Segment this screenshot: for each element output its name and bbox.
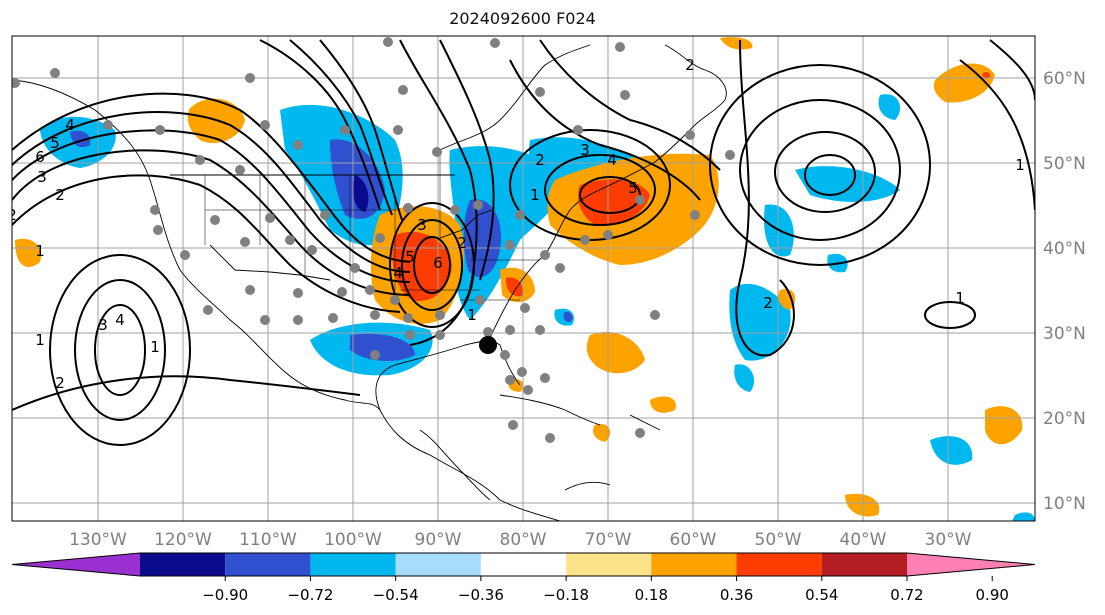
latitude-label: 20°N [1043, 409, 1086, 429]
colorbar-tick-label: −0.90 [202, 586, 248, 604]
colorbar-tick-label: −0.36 [458, 586, 504, 604]
contour-label: 5 [405, 248, 415, 266]
contour-label: 2 [685, 56, 695, 74]
colorbar-swatch [480, 553, 567, 576]
contour-label: 6 [35, 148, 45, 166]
colorbar-swatch [736, 553, 822, 576]
colorbar-tick-label: −0.72 [287, 586, 333, 604]
contour-label: 3 [37, 168, 47, 186]
contour-label: 2 [763, 294, 773, 312]
longitude-label: 40°W [840, 530, 887, 550]
latitude-label: 60°N [1043, 69, 1086, 89]
contour-label: 5 [628, 179, 638, 197]
coastlines [12, 44, 727, 521]
colorbar: −0.90 −0.72 −0.54 −0.36 −0.18 0.18 0.36 0.54 0.7… [11, 552, 1036, 604]
current-location-marker [479, 336, 497, 354]
longitude-label: 100°W [324, 530, 382, 550]
colorbar-tick-label: 0.72 [890, 586, 923, 604]
contour-lines [12, 39, 1035, 446]
longitude-label: 60°W [670, 530, 717, 550]
contour-label: 1 [467, 306, 477, 324]
colorbar-tick-label: 0.90 [976, 586, 1009, 604]
colorbar-tick-label: 0.36 [720, 586, 753, 604]
longitude-label: 120°W [154, 530, 212, 550]
colorbar-swatch [140, 553, 226, 576]
colorbar-swatch [310, 553, 396, 576]
longitude-label: 70°W [585, 530, 632, 550]
contour-label: 2 [535, 151, 545, 169]
contour-label: 2 [7, 206, 17, 224]
latitude-label: 10°N [1043, 494, 1086, 514]
contour-label: 6 [433, 254, 443, 272]
contour-label: 1 [1015, 156, 1025, 174]
contour-label: 3 [580, 141, 590, 159]
contour-label: 4 [393, 264, 403, 282]
graticule [12, 36, 1035, 521]
colorbar-tick-label: 0.18 [635, 586, 668, 604]
longitude-label: 80°W [500, 530, 547, 550]
colorbar-swatch [395, 553, 481, 576]
colorbar-tick-label: 0.54 [805, 586, 838, 604]
latitude-labels: 60°N 50°N 40°N 30°N 20°N 10°N [1043, 69, 1086, 514]
negative-anomaly-shading [40, 94, 1035, 521]
longitude-label: 50°W [755, 530, 802, 550]
contour-label: 2 [457, 234, 467, 252]
contour-label: 3 [417, 216, 427, 234]
contour-label: 4 [607, 151, 617, 169]
longitude-label: 130°W [69, 530, 127, 550]
colorbar-swatch [821, 553, 907, 576]
station-markers [12, 37, 735, 443]
contour-label: 4 [65, 116, 75, 134]
contour-label: 1 [955, 289, 965, 307]
map-border [11, 35, 1036, 522]
contour-label: 1 [150, 338, 160, 356]
longitude-label: 110°W [239, 530, 297, 550]
latitude-label: 30°N [1043, 324, 1086, 344]
contour-label: 1 [530, 186, 540, 204]
colorbar-swatch [225, 553, 311, 576]
colorbar-tick-label: −0.18 [543, 586, 589, 604]
colorbar-swatch [566, 553, 652, 576]
latitude-label: 50°N [1043, 154, 1086, 174]
map-title: 2024092600 F024 [449, 9, 596, 28]
contour-label: 5 [50, 134, 60, 152]
colorbar-swatch [651, 553, 737, 576]
longitude-label: 90°W [415, 530, 462, 550]
contour-label: 3 [98, 316, 108, 334]
colorbar-outline [11, 552, 1036, 577]
contour-label: 1 [35, 331, 45, 349]
contour-label: 1 [35, 242, 45, 260]
colorbar-tick-label: −0.54 [373, 586, 419, 604]
colorbar-min-extension [12, 553, 140, 576]
contour-label: 4 [115, 311, 125, 329]
longitude-label: 30°W [925, 530, 972, 550]
contour-label: 2 [55, 374, 65, 392]
latitude-label: 40°N [1043, 239, 1086, 259]
colorbar-max-extension [907, 553, 1035, 576]
longitude-labels: 130°W 120°W 110°W 100°W 90°W 80°W 70°W 60°W 50°W… [69, 530, 972, 550]
contour-label: 2 [55, 186, 65, 204]
